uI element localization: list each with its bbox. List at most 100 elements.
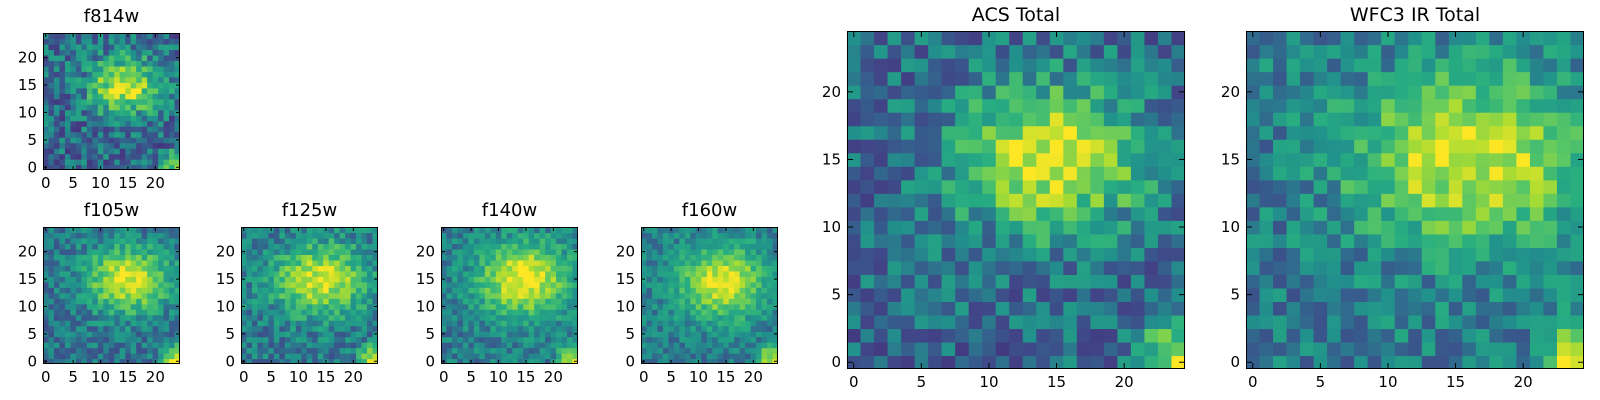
image-pixel — [1421, 314, 1436, 330]
image-pixel — [701, 353, 708, 360]
image-pixel — [1543, 287, 1558, 302]
image-pixel — [125, 303, 132, 310]
image-pixel — [97, 237, 104, 245]
image-pixel — [152, 148, 159, 155]
image-pixel — [1171, 287, 1185, 302]
image-pixel — [528, 298, 535, 305]
image-pixel — [81, 159, 88, 166]
image-pixel — [1117, 233, 1132, 248]
image-pixel — [158, 270, 165, 277]
image-pixel — [163, 320, 170, 327]
image-pixel — [723, 232, 730, 239]
image-pixel — [1286, 233, 1301, 248]
image-pixel — [1354, 314, 1369, 330]
image-pixel — [550, 331, 557, 338]
image-pixel — [701, 232, 708, 239]
image-pixel — [668, 265, 675, 272]
image-pixel — [523, 320, 530, 327]
image-pixel — [668, 303, 675, 310]
image-pixel — [306, 309, 313, 316]
image-pixel — [484, 227, 491, 234]
image-pixel — [86, 148, 93, 155]
y-tick-label: 15 — [18, 270, 37, 288]
image-pixel — [141, 227, 148, 234]
image-pixel — [53, 232, 61, 239]
image-pixel — [64, 153, 71, 160]
image-pixel — [1502, 328, 1517, 343]
image-pixel — [119, 131, 126, 138]
image-pixel — [1009, 287, 1024, 302]
image-pixel — [695, 248, 702, 255]
image-pixel — [887, 287, 902, 302]
image-pixel — [523, 287, 530, 294]
image-pixel — [728, 331, 735, 338]
image-pixel — [1286, 44, 1301, 59]
image-pixel — [874, 112, 889, 127]
image-pixel — [301, 325, 308, 332]
image-pixel — [48, 325, 55, 332]
image-pixel — [257, 298, 264, 305]
image-pixel — [1516, 179, 1531, 194]
image-pixel — [756, 347, 763, 354]
image-pixel — [874, 98, 889, 113]
image-pixel — [690, 276, 697, 283]
image-pixel — [81, 164, 88, 170]
image-pixel — [446, 248, 453, 255]
image-pixel — [174, 98, 180, 105]
image-pixel — [750, 298, 757, 305]
image-pixel — [97, 248, 104, 255]
image-pixel — [81, 71, 88, 78]
image-pixel — [53, 49, 61, 56]
image-pixel — [361, 287, 368, 294]
image-pixel — [561, 232, 568, 239]
image-pixel — [339, 298, 346, 305]
x-tick-label: 10 — [91, 368, 110, 386]
image-pixel — [75, 98, 82, 105]
image-pixel — [328, 336, 335, 343]
image-pixel — [81, 303, 88, 310]
image-pixel — [119, 142, 126, 149]
image-pixel — [97, 281, 104, 288]
image-pixel — [462, 314, 469, 321]
image-pixel — [512, 342, 519, 349]
image-pixel — [1516, 287, 1531, 302]
image-pixel — [92, 287, 99, 294]
x-tick-label: 10 — [1378, 373, 1397, 391]
image-pixel — [1408, 166, 1423, 181]
image-pixel — [158, 248, 165, 255]
image-pixel — [114, 164, 121, 170]
image-pixel — [141, 137, 148, 144]
image-pixel — [523, 292, 530, 299]
image-pixel — [756, 303, 763, 310]
image-pixel — [119, 164, 126, 170]
image-pixel — [97, 153, 104, 160]
image-pixel — [147, 248, 154, 255]
image-pixel — [141, 115, 148, 122]
image-pixel — [70, 126, 77, 133]
image-pixel — [1570, 112, 1584, 127]
image-pixel — [59, 153, 66, 160]
image-pixel — [361, 227, 368, 234]
image-pixel — [847, 220, 862, 235]
image-pixel — [479, 309, 486, 316]
image-pixel — [1367, 328, 1382, 343]
image-pixel — [860, 71, 875, 86]
image-pixel — [701, 336, 708, 343]
image-pixel — [534, 347, 541, 354]
image-pixel — [468, 353, 475, 360]
image-pixel — [345, 303, 352, 310]
image-pixel — [59, 227, 66, 234]
image-pixel — [317, 270, 324, 277]
image-pixel — [501, 232, 508, 239]
image-pixel — [1130, 341, 1146, 357]
image-pixel — [1049, 355, 1064, 369]
image-pixel — [350, 314, 357, 321]
image-pixel — [495, 347, 502, 354]
image-pixel — [1076, 206, 1091, 221]
image-pixel — [81, 120, 88, 127]
image-pixel — [1313, 247, 1328, 262]
image-pixel — [141, 281, 148, 288]
image-pixel — [284, 232, 291, 239]
image-pixel — [695, 276, 702, 283]
image-pixel — [141, 314, 148, 321]
